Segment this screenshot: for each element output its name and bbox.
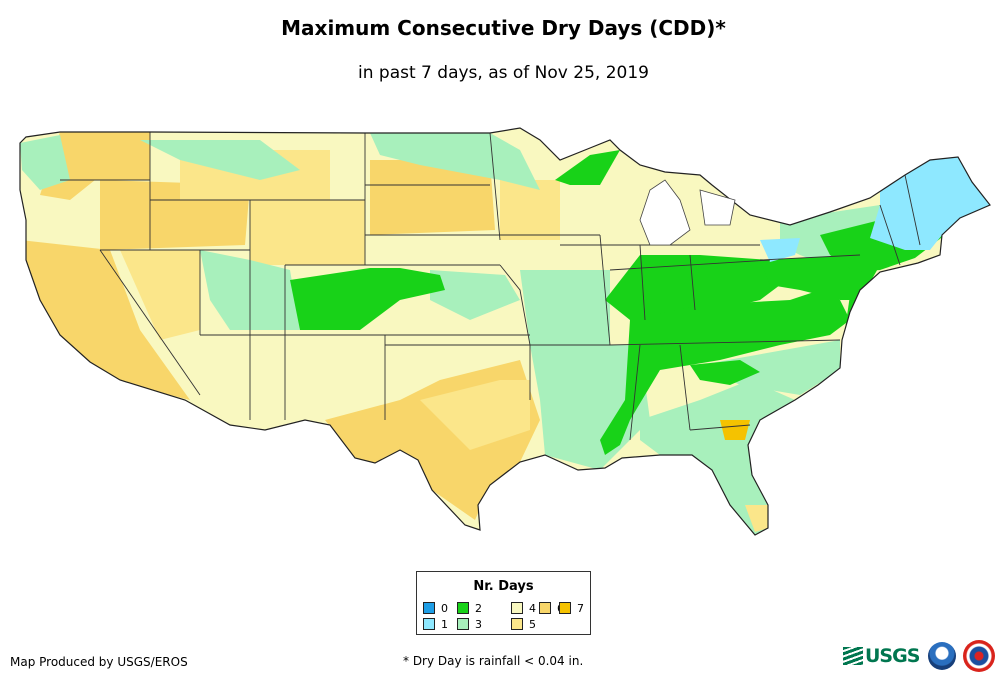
legend-swatch xyxy=(511,618,523,630)
us-outline xyxy=(19,127,991,536)
legend-item-3: 3 xyxy=(457,618,482,631)
legend-title: Nr. Days xyxy=(473,579,534,594)
map-legend: Nr. Days 01234567 xyxy=(416,571,591,635)
usgs-wave-icon xyxy=(843,647,863,665)
legend-swatch xyxy=(559,602,571,614)
lake-huron xyxy=(699,189,736,226)
legend-label: 7 xyxy=(577,602,584,615)
nws-logo-icon xyxy=(963,640,995,672)
legend-label: 2 xyxy=(475,602,482,615)
legend-item-0: 0 xyxy=(423,602,448,615)
usgs-logo-text: USGS xyxy=(865,645,920,667)
usgs-logo: USGS xyxy=(843,643,920,669)
legend-swatch xyxy=(423,618,435,630)
legend-swatch xyxy=(423,602,435,614)
legend-item-5: 5 xyxy=(511,618,536,631)
legend-item-2: 2 xyxy=(457,602,482,615)
legend-swatch xyxy=(457,618,469,630)
footnote: * Dry Day is rainfall < 0.04 in. xyxy=(403,654,584,668)
legend-item-4: 4 xyxy=(511,602,536,615)
lake-michigan xyxy=(639,179,691,246)
legend-swatch xyxy=(457,602,469,614)
legend-label: 5 xyxy=(529,618,536,631)
legend-swatch xyxy=(511,602,523,614)
map-title: Maximum Consecutive Dry Days (CDD)* xyxy=(281,16,726,40)
legend-swatch xyxy=(539,602,551,614)
map-subtitle: in past 7 days, as of Nov 25, 2019 xyxy=(358,63,649,83)
legend-label: 1 xyxy=(441,618,448,631)
legend-label: 3 xyxy=(475,618,482,631)
noaa-logo-icon xyxy=(928,642,956,670)
legend-label: 4 xyxy=(529,602,536,615)
legend-item-7: 7 xyxy=(559,602,584,615)
map-credit: Map Produced by USGS/EROS xyxy=(10,655,188,669)
legend-label: 0 xyxy=(441,602,448,615)
legend-item-1: 1 xyxy=(423,618,448,631)
